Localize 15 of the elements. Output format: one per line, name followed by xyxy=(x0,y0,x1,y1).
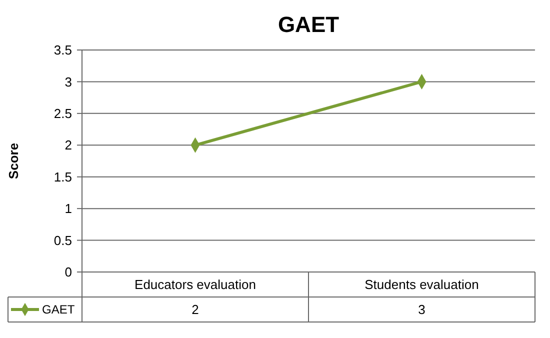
y-tick-label: 1.5 xyxy=(54,169,72,184)
y-tick-label: 2.5 xyxy=(54,106,72,121)
y-tick-label: 2 xyxy=(64,138,72,153)
y-tick-label: 0 xyxy=(64,264,72,280)
y-tick-label: 3.5 xyxy=(54,42,72,58)
y-tick-label: 0.5 xyxy=(54,232,72,248)
y-axis-title: Score xyxy=(6,142,21,180)
x-tick-label: Educators evaluation xyxy=(134,277,256,292)
y-tick-label: 3 xyxy=(64,74,72,90)
legend-label: GAET xyxy=(42,302,76,317)
chart-title: GAET xyxy=(278,12,340,37)
data-label: 3 xyxy=(418,302,426,318)
x-tick-label: Students evaluation xyxy=(364,277,479,292)
y-tick-label: 1 xyxy=(64,201,72,216)
data-label: 2 xyxy=(192,302,199,318)
